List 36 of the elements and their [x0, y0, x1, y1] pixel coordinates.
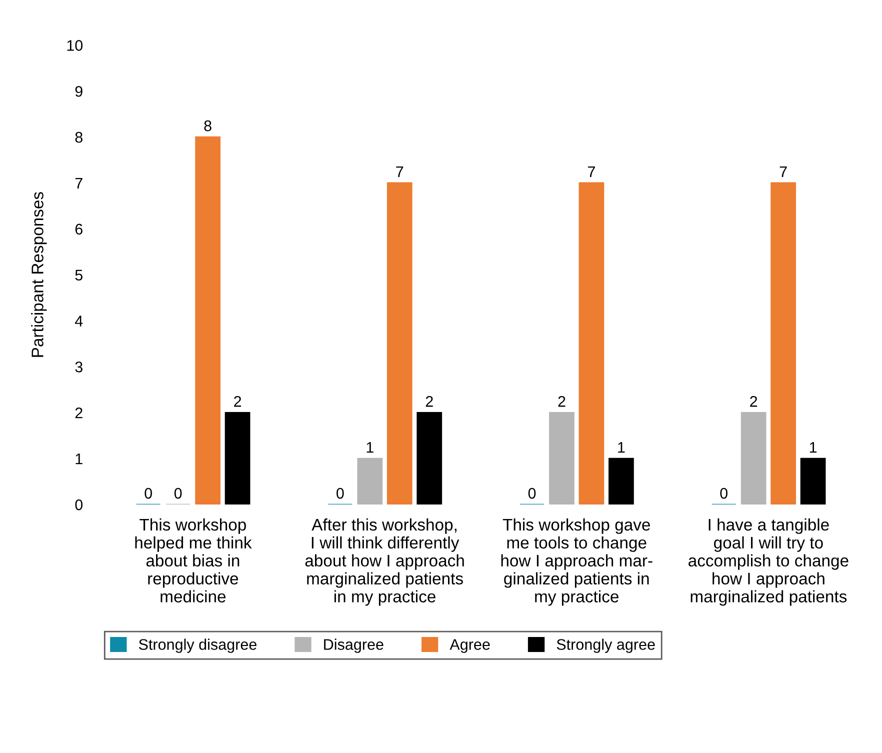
y-tick-label: 1: [76, 454, 82, 464]
data-label: 2: [426, 396, 433, 407]
legend-label: Disagree: [324, 638, 384, 653]
y-tick-label: 2: [75, 408, 82, 418]
legend-label: Strongly disagree: [138, 638, 256, 653]
data-label: 1: [810, 442, 817, 453]
y-tick-label: 4: [74, 316, 83, 326]
data-label: 0: [144, 488, 152, 499]
y-tick-label: 9: [75, 86, 82, 97]
data-label: 1: [618, 442, 625, 453]
x-tick-label: After this workshop, I will think differently about how I approach marginalized patients in my practice: [305, 518, 464, 606]
y-tick-label: 8: [75, 132, 82, 143]
y-tick-label: 6: [75, 224, 82, 235]
data-label: 0: [720, 488, 728, 499]
y-tick-label: 10: [67, 40, 83, 51]
x-tick-label: This workshop gave me tools to change how I approach mar- ginalized patients in my practice: [501, 518, 652, 606]
data-label: 2: [234, 396, 242, 407]
data-label: 1: [366, 442, 374, 453]
data-label: 0: [528, 488, 536, 499]
data-label: 7: [780, 166, 787, 178]
data-label: 7: [396, 166, 404, 178]
data-label: 0: [174, 488, 182, 499]
y-tick-label: 3: [75, 362, 82, 372]
y-tick-label: 5: [75, 270, 82, 281]
legend-label: Strongly agree: [556, 638, 655, 653]
legend-label: Agree: [450, 639, 490, 653]
data-label: 8: [204, 120, 212, 132]
y-axis-title: Participant Responses: [31, 192, 47, 357]
x-tick-label: This workshop helped me think about bias in reproductive medicine: [135, 518, 252, 602]
y-tick-label: 7: [75, 178, 82, 189]
y-tick-label: 0: [75, 499, 83, 510]
data-label: 7: [588, 166, 595, 178]
data-label: 2: [750, 396, 758, 407]
data-label: 0: [336, 488, 344, 499]
x-tick-label: I have a tangible goal I will try to accomplish to change how I approach marginalized patients: [688, 518, 848, 606]
data-label: 2: [558, 396, 566, 407]
